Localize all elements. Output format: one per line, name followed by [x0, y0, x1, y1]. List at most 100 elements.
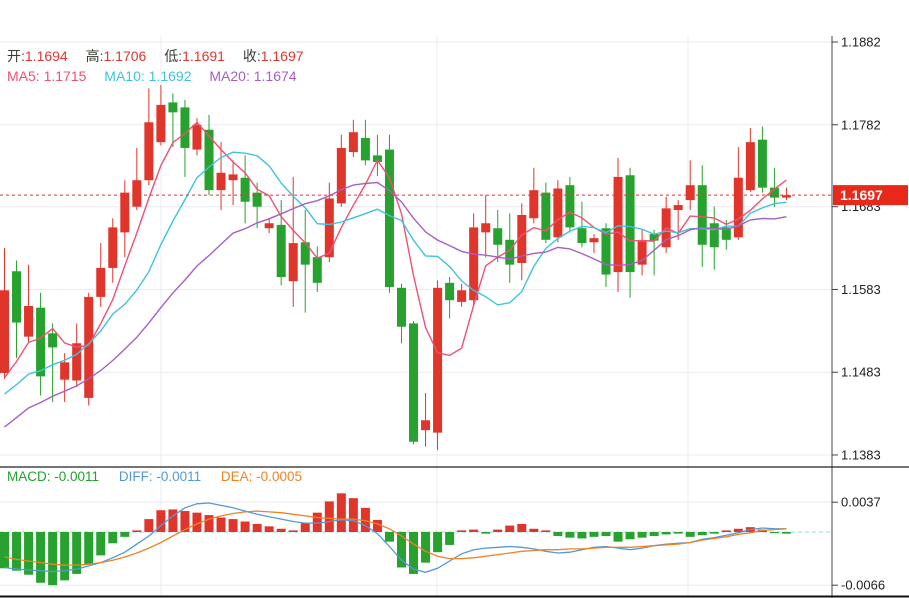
macd-hist-bar: [577, 532, 587, 539]
candle-body: [433, 287, 443, 433]
macd-hist-bar: [421, 532, 431, 563]
macd-hist-bar: [541, 530, 551, 533]
macd-hist-bar: [312, 512, 322, 533]
macd-hist-bar: [685, 532, 695, 537]
macd-hist-bar: [493, 529, 503, 533]
macd-hist-bar: [108, 532, 118, 544]
y-axis-tick-label: 1.1483: [841, 365, 881, 380]
y-axis-tick-label: 1.1383: [841, 448, 881, 463]
macd-hist-bar: [0, 532, 9, 569]
macd-hist-bar: [565, 532, 575, 538]
candle-body: [613, 176, 623, 273]
candle-body: [757, 139, 767, 188]
candle-body: [565, 185, 575, 228]
candle-body: [360, 138, 370, 161]
macd-hist-bar: [433, 532, 443, 553]
macd-hist-bar: [372, 519, 382, 533]
candle-body: [372, 155, 382, 163]
macd-hist-bar: [553, 532, 563, 537]
candle-body: [108, 227, 118, 268]
candle-body: [312, 257, 322, 283]
macd-hist-bar: [505, 525, 515, 533]
macd-hist-bar: [697, 532, 707, 536]
ma10-line: [4, 151, 787, 395]
macd-hist-bar: [673, 532, 683, 534]
candle-body: [577, 228, 587, 244]
candle-body: [493, 228, 503, 245]
macd-hist-bar: [324, 501, 334, 533]
candle-body: [481, 223, 491, 233]
candle-body: [36, 307, 46, 377]
candle-body: [505, 239, 515, 265]
candle-body: [457, 290, 467, 302]
candle-body: [625, 175, 635, 273]
macd-hist-bar: [445, 532, 455, 545]
macd-hist-bar: [24, 532, 34, 575]
macd-hist-bar: [601, 532, 611, 537]
macd-axis-tick-label: -0.0066: [841, 578, 885, 593]
candle-body: [0, 290, 9, 374]
macd-hist-bar: [192, 512, 202, 533]
candle-body: [541, 192, 551, 240]
macd-hist-bar: [457, 530, 467, 533]
macd-hist-bar: [517, 523, 527, 533]
candle-body: [240, 177, 250, 202]
candle-body: [156, 104, 166, 143]
macd-hist-bar: [384, 532, 394, 542]
macd-hist-bar: [733, 528, 743, 533]
candle-body: [216, 172, 226, 191]
macd-hist-bar: [336, 493, 346, 533]
macd-hist-bar: [132, 530, 142, 533]
macd-hist-bar: [661, 532, 671, 535]
candle-body: [469, 227, 479, 301]
macd-hist-bar: [288, 530, 298, 533]
candle-body: [673, 205, 683, 211]
macd-hist-bar: [409, 532, 419, 574]
macd-hist-bar: [228, 519, 238, 533]
candle-body: [709, 223, 719, 248]
macd-hist-bar: [529, 528, 539, 533]
candle-body: [204, 129, 214, 191]
candle-body: [288, 243, 298, 282]
candle-body: [144, 122, 154, 181]
candle-body: [60, 362, 70, 380]
last-price-tag: [833, 185, 908, 206]
candle-body: [84, 296, 94, 398]
macd-hist-bar: [204, 515, 214, 533]
macd-hist-bar: [613, 532, 623, 542]
candle-body: [601, 228, 611, 275]
candle-body: [72, 343, 82, 381]
macd-hist-bar: [769, 532, 779, 534]
candle-body: [252, 192, 262, 207]
candle-body: [649, 234, 659, 241]
candle-body: [132, 180, 142, 207]
candle-body: [733, 177, 743, 238]
macd-hist-bar: [36, 532, 46, 583]
macd-hist-bar: [469, 529, 479, 533]
candle-body: [409, 323, 419, 442]
macd-hist-bar: [360, 507, 370, 533]
candle-body: [228, 174, 238, 181]
y-axis-tick-label: 1.1882: [841, 35, 881, 50]
candle-body: [336, 147, 346, 204]
candle-body: [553, 188, 563, 238]
candle-body: [697, 185, 707, 245]
macd-hist-bar: [625, 532, 635, 540]
macd-hist-bar: [264, 526, 274, 533]
candle-body: [384, 149, 394, 287]
candle-body: [168, 102, 178, 113]
candle-body: [96, 267, 106, 297]
candle-body: [120, 192, 130, 233]
candle-body: [12, 271, 22, 323]
macd-hist-bar: [252, 523, 262, 533]
candle-body: [48, 333, 58, 348]
macd-hist-bar: [72, 532, 82, 574]
macd-hist-bar: [60, 532, 70, 581]
candle-body: [24, 306, 34, 337]
macd-hist-bar: [12, 532, 22, 571]
macd-hist-bar: [649, 532, 659, 537]
macd-hist-bar: [781, 532, 791, 534]
macd-hist-bar: [216, 517, 226, 533]
candle-body: [421, 420, 431, 431]
